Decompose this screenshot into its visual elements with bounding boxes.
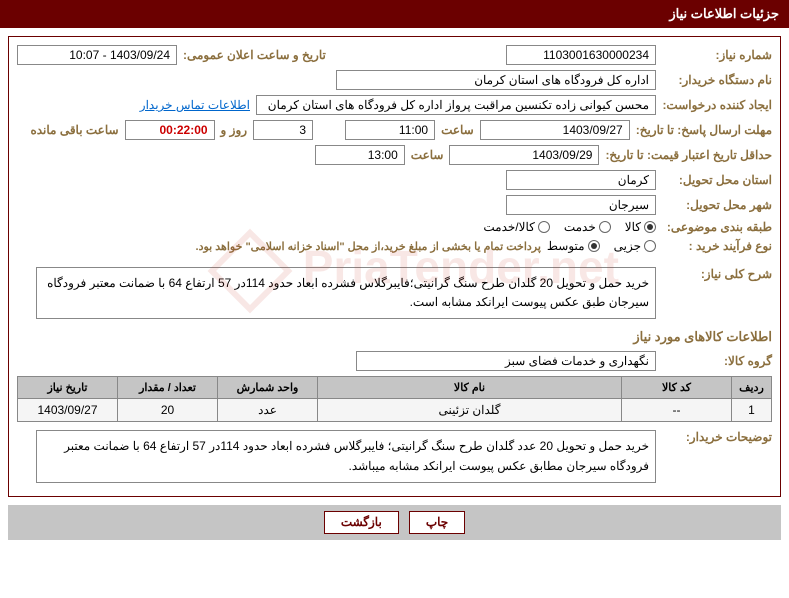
buyer-notes-box: خرید حمل و تحویل 20 عدد گلدان طرح سنگ گر… [36, 430, 656, 482]
buyer-notes-label: توضیحات خریدار: [662, 430, 772, 444]
days-label: روز و [221, 123, 248, 137]
category-label: طبقه بندی موضوعی: [662, 220, 772, 234]
th-row: ردیف [732, 377, 772, 399]
process-radio-group: جزیی متوسط [547, 239, 656, 253]
summary-box: خرید حمل و تحویل 20 گلدان طرح سنگ گرانیت… [36, 267, 656, 319]
print-button[interactable]: چاپ [409, 511, 465, 534]
th-name: نام کالا [318, 377, 622, 399]
city-label: شهر محل تحویل: [662, 198, 772, 212]
cell-qty: 20 [118, 399, 218, 422]
cell-row: 1 [732, 399, 772, 422]
button-bar: چاپ بازگشت [8, 505, 781, 540]
need-no-value: 1103001630000234 [506, 45, 656, 65]
th-date: تاریخ نیاز [18, 377, 118, 399]
requester-value: محسن کیوانی زاده تکنسین مراقبت پرواز ادا… [256, 95, 656, 115]
radio-medium-label: متوسط [547, 239, 585, 253]
summary-label: شرح کلی نیاز: [662, 267, 772, 281]
radio-service-label: خدمت [564, 220, 596, 234]
radio-goods-label: کالا [625, 220, 641, 234]
radio-both-label: کالا/خدمت [483, 220, 534, 234]
announce-value: 1403/09/24 - 10:07 [17, 45, 177, 65]
days-remaining: 3 [253, 120, 313, 140]
page-header: جزئیات اطلاعات نیاز [0, 0, 789, 28]
cell-code: -- [622, 399, 732, 422]
radio-service[interactable] [599, 221, 611, 233]
table-row: 1 -- گلدان تزئینی عدد 20 1403/09/27 [18, 399, 772, 422]
requester-label: ایجاد کننده درخواست: [662, 98, 772, 112]
category-radio-group: کالا خدمت کالا/خدمت [483, 220, 656, 234]
time-label-1: ساعت [441, 123, 474, 137]
province-value: کرمان [506, 170, 656, 190]
validity-date: 1403/09/29 [449, 145, 599, 165]
deadline-date: 1403/09/27 [480, 120, 630, 140]
city-value: سیرجان [506, 195, 656, 215]
deadline-label: مهلت ارسال پاسخ: تا تاریخ: [636, 123, 772, 137]
cell-unit: عدد [218, 399, 318, 422]
radio-partial[interactable] [644, 240, 656, 252]
items-section-title: اطلاعات کالاهای مورد نیاز [17, 329, 772, 345]
th-unit: واحد شمارش [218, 377, 318, 399]
announce-label: تاریخ و ساعت اعلان عمومی: [183, 48, 326, 62]
cell-date: 1403/09/27 [18, 399, 118, 422]
buyer-contact-link[interactable]: اطلاعات تماس خریدار [140, 98, 250, 112]
radio-medium[interactable] [588, 240, 600, 252]
back-button[interactable]: بازگشت [324, 511, 399, 534]
th-qty: تعداد / مقدار [118, 377, 218, 399]
th-code: کد کالا [622, 377, 732, 399]
deadline-time: 11:00 [345, 120, 435, 140]
process-label: نوع فرآیند خرید : [662, 239, 772, 253]
province-label: استان محل تحویل: [662, 173, 772, 187]
validity-time: 13:00 [315, 145, 405, 165]
group-label: گروه کالا: [662, 354, 772, 368]
main-panel: شماره نیاز: 1103001630000234 تاریخ و ساع… [8, 36, 781, 497]
items-table: ردیف کد کالا نام کالا واحد شمارش تعداد /… [17, 376, 772, 422]
group-value: نگهداری و خدمات فضای سبز [356, 351, 656, 371]
process-note: پرداخت تمام یا بخشی از مبلغ خرید،از محل … [196, 240, 541, 253]
need-no-label: شماره نیاز: [662, 48, 772, 62]
radio-both[interactable] [538, 221, 550, 233]
radio-partial-label: جزیی [614, 239, 641, 253]
cell-name: گلدان تزئینی [318, 399, 622, 422]
radio-goods[interactable] [644, 221, 656, 233]
buyer-org-value: اداره کل فرودگاه های استان کرمان [336, 70, 656, 90]
time-label-2: ساعت [411, 148, 444, 162]
remain-label: ساعت باقی مانده [30, 123, 118, 137]
validity-label: حداقل تاریخ اعتبار قیمت: تا تاریخ: [605, 148, 772, 162]
buyer-org-label: نام دستگاه خریدار: [662, 73, 772, 87]
time-remaining: 00:22:00 [125, 120, 215, 140]
